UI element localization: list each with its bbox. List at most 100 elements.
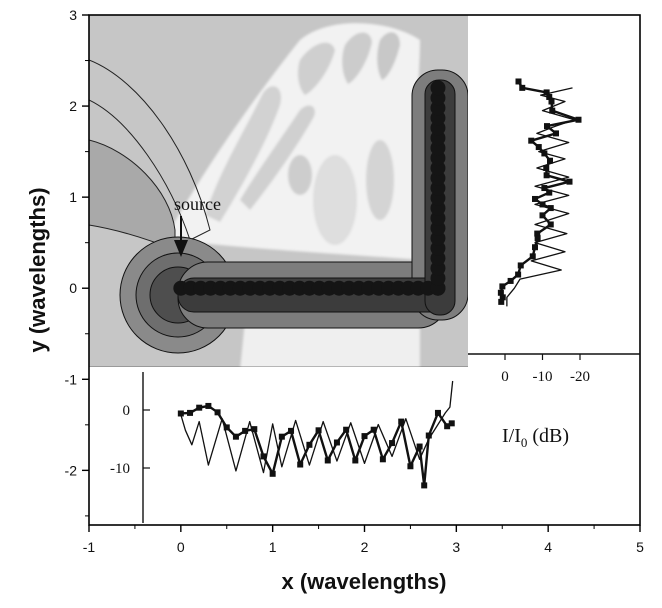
x-tick-label: 5: [636, 539, 644, 555]
right-measured-point: [575, 116, 582, 123]
right-measured-point: [549, 107, 556, 114]
x-axis-label: x (wavelengths): [281, 569, 446, 594]
right-measured-point: [535, 144, 542, 151]
right-measured-point: [539, 212, 546, 219]
right-measured-point: [534, 230, 541, 237]
right-measured-point: [499, 294, 506, 301]
right-measured-point: [539, 201, 546, 208]
lobe-3: [297, 42, 335, 95]
right-measured-point: [532, 195, 538, 202]
right-measured-point: [547, 221, 554, 228]
right-inset-axis-label: I/I0 (dB): [502, 425, 569, 450]
bottom-measured-point: [315, 427, 322, 434]
bottom-measured-point: [187, 409, 194, 416]
source-arrow: [174, 216, 188, 257]
right-inset-tick-label: 0: [501, 369, 509, 385]
bottom-measured-point: [223, 424, 230, 431]
bottom-measured-point: [444, 423, 451, 430]
x-tick-label: -1: [83, 539, 96, 555]
bottom-measured-point: [242, 427, 249, 434]
bottom-measured-point: [269, 470, 276, 477]
x-tick-label: 3: [452, 539, 460, 555]
y-axis-label: y (wavelengths): [25, 187, 50, 352]
bottom-measured-point: [370, 426, 377, 433]
y-tick-label: 0: [69, 280, 77, 296]
x-tick-label: 2: [361, 539, 369, 555]
bottom-measured-point: [352, 457, 359, 464]
right-measured-point: [515, 271, 522, 278]
bottom-measured-point: [343, 426, 350, 433]
bottom-measured-point: [407, 463, 414, 470]
right-inset-tick-label: -20: [570, 369, 590, 385]
bottom-measured-point: [333, 439, 340, 446]
left-band-2: [89, 59, 211, 241]
right-inset-lines: [497, 78, 582, 307]
y-tick-label: 1: [69, 189, 77, 205]
bottom-measured-point: [379, 456, 386, 463]
lobe-6: [313, 155, 357, 245]
right-measured-point: [534, 235, 541, 242]
right-measured-point: [543, 172, 550, 179]
bottom-measured-point: [425, 432, 432, 439]
bottom-measured-point: [324, 457, 331, 464]
right-measured-point: [541, 150, 548, 157]
right-measured-point: [532, 244, 538, 251]
bottom-inset-tick-label: -10: [110, 461, 130, 477]
right-inset-ticks: 0 -10 -20: [501, 354, 590, 385]
right-measured-point: [507, 277, 514, 284]
right-measured-point: [519, 84, 526, 91]
right-measured-point: [544, 123, 550, 130]
right-measured-point: [499, 283, 506, 290]
scatter-lobes: [170, 23, 420, 367]
bottom-measured-point: [278, 433, 285, 440]
y-tick-label: -1: [65, 371, 78, 387]
right-measured-point: [566, 178, 573, 185]
lobe-8: [288, 155, 312, 195]
bottom-measured-point: [214, 409, 221, 416]
bottom-measured-point: [288, 427, 295, 434]
right-measured-point: [546, 93, 553, 100]
bottom-measured-point: [251, 426, 258, 433]
right-measured-point: [541, 185, 548, 192]
bottom-measured-point: [196, 404, 203, 411]
bottom-measured-point: [297, 461, 304, 468]
bottom-measured-point: [260, 453, 267, 460]
lobe-2: [240, 105, 315, 210]
bottom-inset: 0 -10: [110, 372, 455, 523]
lobe-4: [342, 32, 372, 84]
bottom-inset-ticks: 0 -10: [110, 403, 150, 477]
bottom-measured-point: [421, 482, 428, 489]
bottom-measured-point: [434, 409, 441, 416]
right-measured-point: [497, 289, 504, 296]
source-label: source: [174, 194, 221, 214]
bottom-inset-tick-label: 0: [123, 403, 131, 419]
bottom-measured-point: [416, 443, 423, 450]
bottom-measured-point: [361, 433, 368, 440]
bottom-measured-point: [232, 433, 239, 440]
bottom-measured-point: [205, 402, 212, 409]
lobe-5: [377, 32, 400, 80]
x-tick-label: 0: [177, 539, 185, 555]
right-measured-point: [528, 137, 535, 144]
bottom-inset-bg: [89, 367, 640, 525]
x-tick-label: 4: [544, 539, 552, 555]
lobe-1: [205, 86, 281, 222]
bottom-measured-point: [306, 441, 313, 448]
right-measured-point: [543, 165, 550, 171]
left-band: [89, 139, 176, 251]
y-tick-label: 3: [69, 7, 77, 23]
lower-white: [240, 315, 420, 367]
bottom-measured-point: [448, 420, 455, 427]
right-measured-point: [543, 89, 550, 96]
bottom-inset-lines: [177, 380, 455, 489]
right-measured-point: [515, 78, 522, 85]
right-measured-point: [529, 253, 536, 260]
y-tick-label: -2: [65, 462, 78, 478]
right-measured-point: [547, 157, 553, 164]
right-inset-tick-label: -10: [533, 369, 553, 385]
right-measured-point: [553, 130, 559, 137]
right-inset: 0 -10 -20 I/I0 (dB): [468, 78, 640, 450]
bottom-measured-point: [398, 418, 405, 425]
